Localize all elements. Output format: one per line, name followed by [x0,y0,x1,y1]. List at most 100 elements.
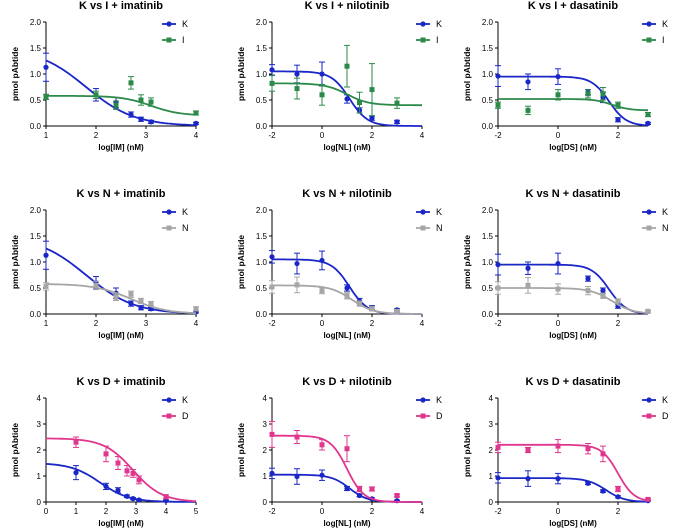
y-tick-label: 4 [37,394,42,403]
y-tick-label: 0 [263,498,268,507]
legend-label: K [662,19,668,29]
legend-marker [646,397,652,403]
y-tick-label: 1.0 [256,258,268,267]
data-point [495,73,501,79]
y-axis-label: pmol pAbtide [462,47,472,102]
legend-marker [420,209,426,215]
data-point [394,493,400,498]
data-point [193,306,199,312]
y-tick-label: 0.0 [482,122,494,131]
x-tick-label: 2 [616,319,621,328]
data-point [357,486,362,492]
y-tick-label: 0.5 [482,96,494,105]
legend-label: K [662,395,668,405]
chart-title: K vs I + imatinib [79,0,163,12]
fit-curve-K [45,59,197,127]
data-point [294,86,300,92]
data-point [163,498,169,504]
fit-curve-N [498,287,649,314]
chart-title: K vs I + dasatinib [528,0,618,12]
y-tick-label: 1.5 [482,44,494,53]
x-axis-label: log[NL] (nM) [323,143,370,152]
chart-panel-5: K vs N + nilotinib 0.0 0.5 1.0 1.5 2.0 -2 0 2 4 lo… [236,188,443,340]
data-point [585,288,591,294]
data-point [495,475,501,481]
y-tick-label: 0.0 [30,310,42,319]
data-point [555,476,561,482]
data-point [128,80,134,86]
x-tick-label: 3 [144,131,149,140]
data-point [128,111,134,118]
x-tick-label: 0 [44,507,49,516]
y-tick-label: 0.5 [256,284,268,293]
y-tick-label: 1.5 [256,232,268,241]
data-point [115,487,121,493]
data-point [344,96,350,102]
x-tick-label: -2 [268,319,276,328]
fit-curve-D [498,443,649,502]
series-K: K [495,395,668,504]
y-tick-label: 1.5 [482,232,494,241]
data-point [555,286,561,292]
data-point [585,446,591,452]
legend-label: K [182,395,188,405]
y-tick-label: 3 [263,420,268,429]
legend-label: N [662,223,669,233]
y-axis-label: pmol pAbtide [10,423,20,478]
chart-title: K vs D + dasatinib [525,376,620,388]
fit-curve-I [498,98,648,112]
data-point [645,112,651,118]
y-axis-label: pmol pAbtide [462,235,472,290]
fit-curve-K [498,477,648,503]
y-tick-label: 0.5 [256,96,268,105]
chart-title: K vs N + imatinib [77,188,166,200]
y-tick-label: 2.0 [30,18,42,27]
data-point [43,64,49,70]
y-tick-label: 3 [37,420,42,429]
data-point [113,294,119,300]
y-tick-label: 1.0 [256,70,268,79]
x-tick-label: -2 [494,507,502,516]
legend-marker [166,37,172,43]
data-point [555,443,561,449]
x-axis-label: log[IM] (nM) [98,331,144,340]
x-tick-label: 0 [556,319,561,328]
data-point [294,473,300,480]
data-point [369,115,375,121]
legend-label: D [662,411,669,421]
x-tick-label: 4 [194,131,199,140]
y-axis-label: pmol pAbtide [236,235,246,290]
data-point [525,282,531,288]
data-point [103,483,109,489]
data-point [43,94,49,100]
data-point [43,252,49,258]
data-point [357,301,362,307]
x-tick-label: 2 [94,131,99,140]
data-point [356,492,363,499]
series-N: N [495,223,669,314]
data-point [555,74,561,80]
legend-marker [646,209,652,215]
y-tick-label: 1.0 [30,70,42,79]
x-tick-label: 2 [616,131,621,140]
data-point [130,496,136,502]
legend-label: N [436,223,443,233]
series-K: K [43,207,199,315]
data-point [294,282,300,288]
legend-marker [420,413,426,419]
y-tick-label: 4 [263,394,268,403]
x-tick-label: 2 [94,319,99,328]
y-tick-label: 1 [263,472,268,481]
data-point [138,298,144,304]
data-point [645,120,651,126]
x-tick-label: 5 [194,507,199,516]
y-tick-label: 0.5 [30,284,42,293]
chart-title: K vs D + nilotinib [302,376,392,388]
data-point [585,480,591,486]
x-axis-label: log[IM] (nM) [98,143,144,152]
x-tick-label: -2 [494,319,502,328]
data-point [269,284,275,290]
x-tick-label: 4 [164,507,169,516]
y-tick-label: 2.0 [482,18,494,27]
